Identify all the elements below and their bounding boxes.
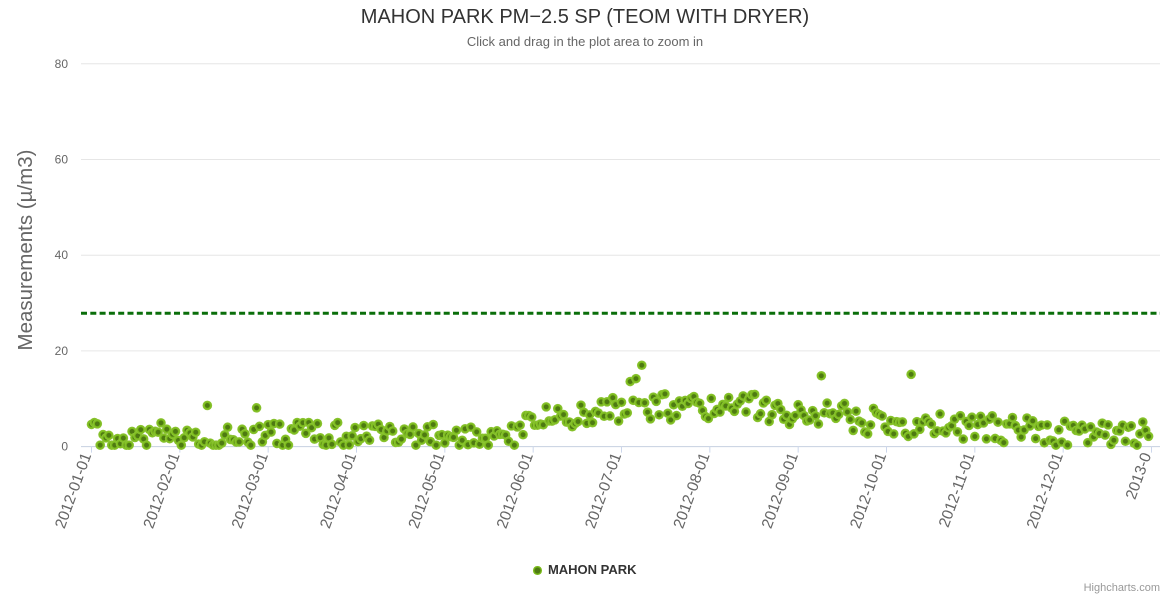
svg-text:2012-11-01: 2012-11-01 bbox=[936, 451, 979, 530]
svg-text:2012-05-01: 2012-05-01 bbox=[405, 451, 448, 531]
svg-text:2012-09-01: 2012-09-01 bbox=[759, 451, 802, 531]
svg-text:2013-0: 2013-0 bbox=[1123, 450, 1156, 502]
svg-text:20: 20 bbox=[55, 344, 69, 358]
svg-text:60: 60 bbox=[55, 153, 69, 167]
svg-text:0: 0 bbox=[61, 440, 68, 454]
svg-text:2012-10-01: 2012-10-01 bbox=[847, 451, 890, 531]
svg-text:2012-01-01: 2012-01-01 bbox=[52, 451, 95, 531]
svg-text:2012-12-01: 2012-12-01 bbox=[1024, 451, 1067, 531]
svg-text:40: 40 bbox=[55, 248, 69, 262]
svg-text:2012-07-01: 2012-07-01 bbox=[582, 451, 625, 531]
svg-text:2012-03-01: 2012-03-01 bbox=[229, 451, 272, 531]
svg-text:2012-08-01: 2012-08-01 bbox=[670, 451, 713, 531]
svg-text:2012-04-01: 2012-04-01 bbox=[317, 451, 360, 531]
svg-text:80: 80 bbox=[55, 57, 69, 71]
svg-text:2012-02-01: 2012-02-01 bbox=[140, 451, 183, 531]
svg-text:2012-06-01: 2012-06-01 bbox=[494, 451, 537, 531]
